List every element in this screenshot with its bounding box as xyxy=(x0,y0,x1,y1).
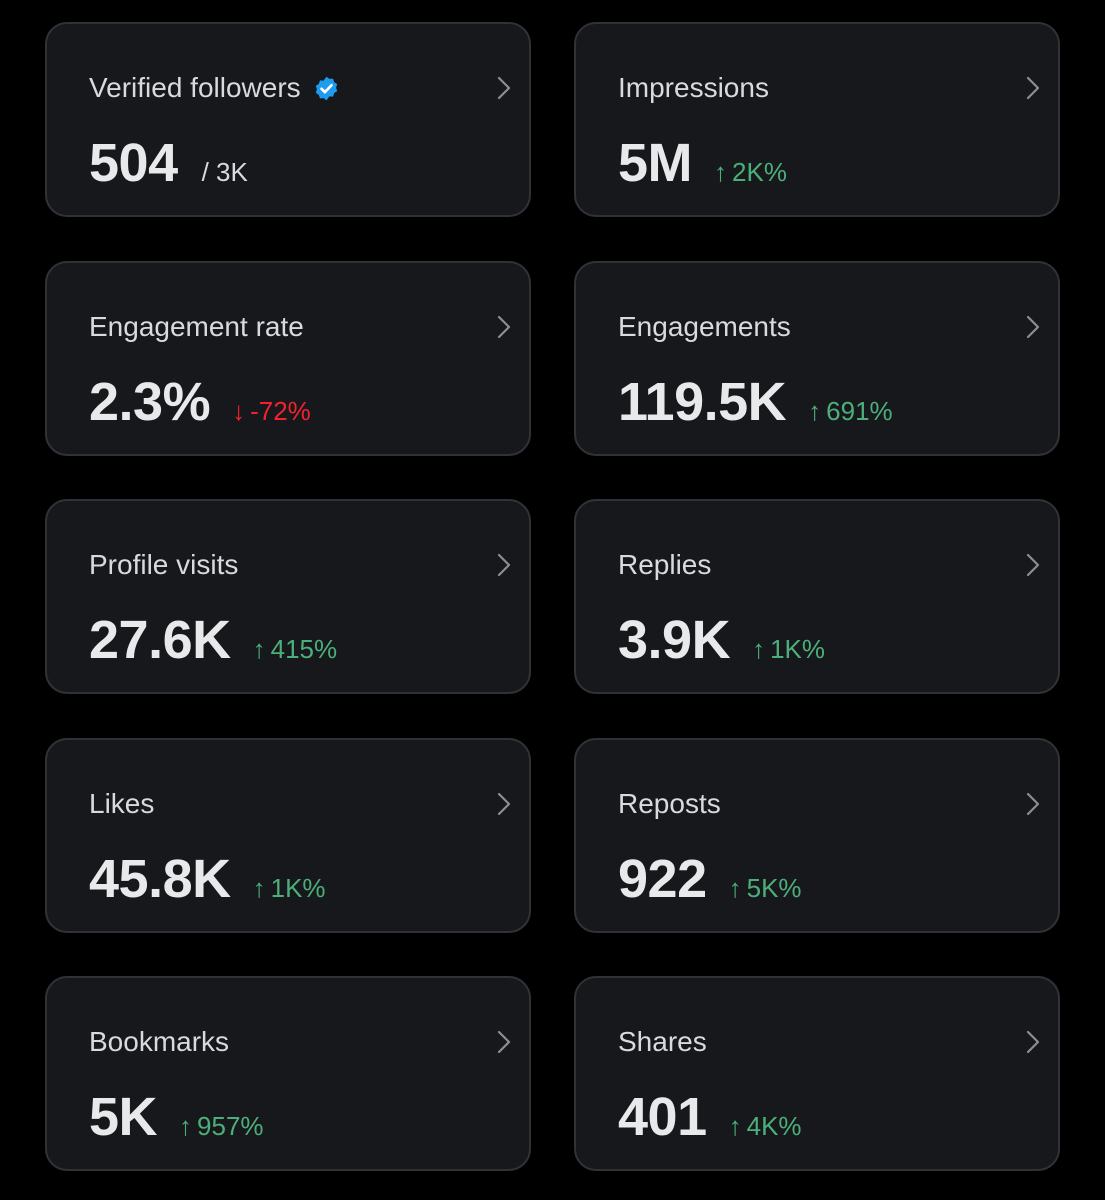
chevron-right-icon[interactable] xyxy=(1024,1028,1042,1056)
metric-value: 5M xyxy=(618,133,693,193)
metric-change-value: -72% xyxy=(250,395,311,426)
metric-change-value: 415% xyxy=(270,634,338,664)
card-engagement-rate[interactable]: Engagement rate 2.3% ↓ -72% xyxy=(45,260,531,456)
metric-value: 3.9K xyxy=(618,610,731,670)
card-replies[interactable]: Replies 3.9K ↑ 1K% xyxy=(574,499,1060,694)
metric-value: 504 xyxy=(89,133,178,193)
arrow-up-icon: ↑ xyxy=(714,157,728,187)
metric-change-value: 4K% xyxy=(746,1111,802,1141)
card-title: Engagement rate xyxy=(89,310,304,342)
metric-value: 27.6K xyxy=(89,610,231,670)
metric-change-value: 5K% xyxy=(746,872,802,903)
value-row: 45.8K ↑ 1K% xyxy=(89,848,326,910)
metric-change-value: 957% xyxy=(197,1111,264,1141)
metric-change: ↓ -72% xyxy=(232,396,311,427)
chevron-right-icon[interactable] xyxy=(495,74,513,102)
card-title-row: Impressions xyxy=(618,72,769,104)
value-row: 504 / 3K xyxy=(89,132,248,194)
arrow-up-icon: ↑ xyxy=(179,1111,193,1141)
metric-value: 119.5K xyxy=(618,371,787,432)
card-title: Reposts xyxy=(618,787,721,819)
metric-change: ↑ 5K% xyxy=(729,873,802,904)
card-title-row: Profile visits xyxy=(89,549,238,581)
verified-badge-icon xyxy=(315,76,337,100)
arrow-up-icon: ↑ xyxy=(728,1111,742,1141)
metric-total: / 3K xyxy=(201,157,248,187)
value-row: 2.3% ↓ -72% xyxy=(89,371,311,433)
chevron-right-icon[interactable] xyxy=(495,551,513,579)
analytics-grid: Verified followers 504 / 3K Impressions … xyxy=(45,22,1060,1171)
arrow-up-icon: ↑ xyxy=(808,395,822,426)
chevron-right-icon[interactable] xyxy=(1024,790,1042,818)
metric-value: 45.8K xyxy=(89,848,231,909)
card-title-row: Shares xyxy=(618,1026,707,1058)
value-row: 27.6K ↑ 415% xyxy=(89,609,337,671)
metric-change-value: 1K% xyxy=(270,872,326,903)
card-shares[interactable]: Shares 401 ↑ 4K% xyxy=(574,976,1060,1171)
chevron-right-icon[interactable] xyxy=(1024,74,1042,102)
card-bookmarks[interactable]: Bookmarks 5K ↑ 957% xyxy=(45,976,531,1171)
metric-change: ↑ 4K% xyxy=(729,1111,802,1142)
arrow-up-icon: ↑ xyxy=(252,872,266,903)
metric-change: ↑ 957% xyxy=(179,1111,264,1142)
card-title: Engagements xyxy=(618,310,791,342)
value-row: 5K ↑ 957% xyxy=(89,1086,264,1148)
value-row: 922 ↑ 5K% xyxy=(618,848,802,910)
arrow-up-icon: ↑ xyxy=(252,634,266,664)
card-title-row: Engagement rate xyxy=(89,311,304,343)
chevron-right-icon[interactable] xyxy=(1024,551,1042,579)
metric-change-value: 691% xyxy=(826,395,893,426)
card-title: Verified followers xyxy=(89,72,301,103)
card-title-row: Bookmarks xyxy=(89,1026,229,1058)
card-verified-followers[interactable]: Verified followers 504 / 3K xyxy=(45,22,531,217)
card-title: Shares xyxy=(618,1026,707,1057)
metric-change: ↑ 415% xyxy=(253,634,338,665)
metric-change: ↑ 2K% xyxy=(714,157,787,188)
metric-value: 2.3% xyxy=(89,371,211,432)
card-title-row: Replies xyxy=(618,549,711,581)
arrow-down-icon: ↓ xyxy=(232,395,246,426)
chevron-right-icon[interactable] xyxy=(495,1028,513,1056)
metric-change: ↑ 1K% xyxy=(253,873,326,904)
card-title: Likes xyxy=(89,787,155,819)
metric-change: ↑ 1K% xyxy=(752,634,825,665)
card-title: Profile visits xyxy=(89,549,239,580)
card-likes[interactable]: Likes 45.8K ↑ 1K% xyxy=(45,737,531,933)
value-row: 5M ↑ 2K% xyxy=(618,132,787,194)
value-row: 3.9K ↑ 1K% xyxy=(618,609,825,671)
card-title: Impressions xyxy=(618,72,769,103)
metric-value: 401 xyxy=(618,1087,707,1147)
card-engagements[interactable]: Engagements 119.5K ↑ 691% xyxy=(574,260,1060,456)
card-title: Bookmarks xyxy=(89,1026,230,1057)
metric-value: 922 xyxy=(618,848,707,909)
chevron-right-icon[interactable] xyxy=(1024,313,1042,341)
card-title-row: Verified followers xyxy=(89,72,340,104)
card-impressions[interactable]: Impressions 5M ↑ 2K% xyxy=(574,22,1060,217)
metric-change-value: 1K% xyxy=(770,634,825,664)
card-profile-visits[interactable]: Profile visits 27.6K ↑ 415% xyxy=(45,499,531,694)
card-title-row: Reposts xyxy=(618,788,721,820)
chevron-right-icon[interactable] xyxy=(495,313,513,341)
metric-change-value: 2K% xyxy=(732,157,787,187)
card-title-row: Engagements xyxy=(618,311,791,343)
value-row: 401 ↑ 4K% xyxy=(618,1086,802,1148)
metric-value: 5K xyxy=(89,1087,158,1147)
arrow-up-icon: ↑ xyxy=(728,872,742,903)
arrow-up-icon: ↑ xyxy=(752,634,766,664)
card-title: Replies xyxy=(618,549,712,580)
metric-change: ↑ 691% xyxy=(808,396,893,427)
chevron-right-icon[interactable] xyxy=(495,790,513,818)
card-title-row: Likes xyxy=(89,788,154,820)
value-row: 119.5K ↑ 691% xyxy=(618,371,893,433)
card-reposts[interactable]: Reposts 922 ↑ 5K% xyxy=(574,737,1060,933)
